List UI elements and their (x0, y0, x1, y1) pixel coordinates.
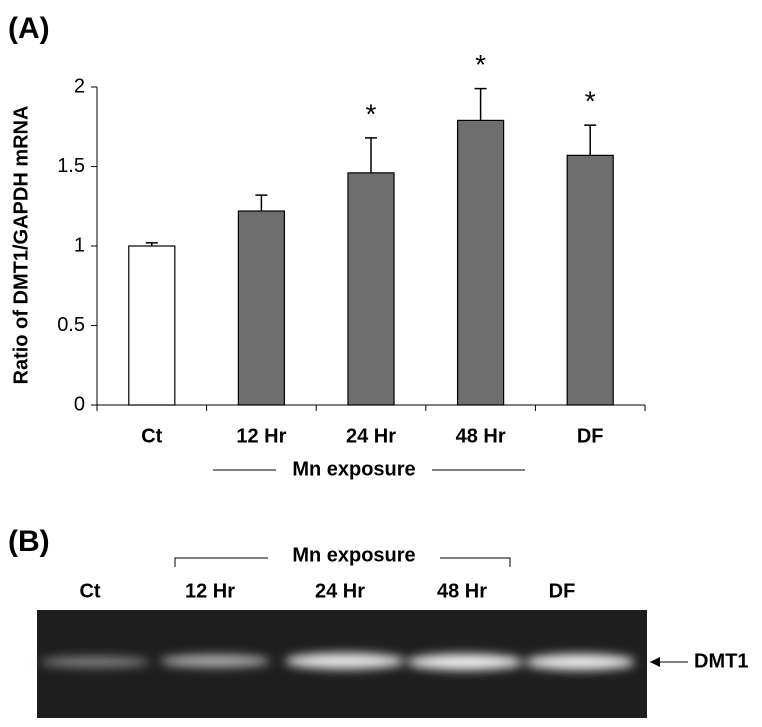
x-tick-label: 48 Hr (456, 425, 506, 447)
y-tick-label: 0.5 (57, 314, 85, 336)
x-tick-label: Ct (141, 425, 162, 447)
lane-label: 48 Hr (437, 580, 487, 602)
y-tick-label: 1 (74, 234, 85, 256)
significance-mark: * (475, 49, 486, 80)
bar (566, 154, 614, 406)
y-tick-label: 1.5 (57, 155, 85, 177)
band-label: DMT1 (694, 650, 748, 672)
bar (128, 245, 176, 406)
lane-label: DF (549, 580, 576, 602)
y-tick-label: 2 (74, 75, 85, 97)
significance-mark: * (366, 98, 377, 129)
gel-group-label: Mn exposure (292, 544, 415, 566)
group-label: Mn exposure (292, 458, 415, 480)
bar (347, 172, 395, 406)
lane-label: 24 Hr (315, 580, 365, 602)
bracket (174, 557, 511, 567)
x-tick-label: 24 Hr (346, 425, 396, 447)
x-tick-label: 12 Hr (236, 425, 286, 447)
lane-label: Ct (79, 580, 100, 602)
bar (456, 119, 505, 406)
lane-label: 12 Hr (185, 580, 235, 602)
bar (237, 210, 286, 406)
gel-bands (40, 653, 635, 670)
arrow-head (650, 657, 660, 667)
y-axis-label: Ratio of DMT1/GAPDH mRNA (10, 106, 32, 385)
panel-label: (B) (8, 525, 50, 558)
panel-label: (A) (8, 12, 50, 45)
y-tick-label: 0 (74, 393, 85, 415)
x-tick-label: DF (577, 425, 604, 447)
significance-mark: * (585, 86, 596, 117)
